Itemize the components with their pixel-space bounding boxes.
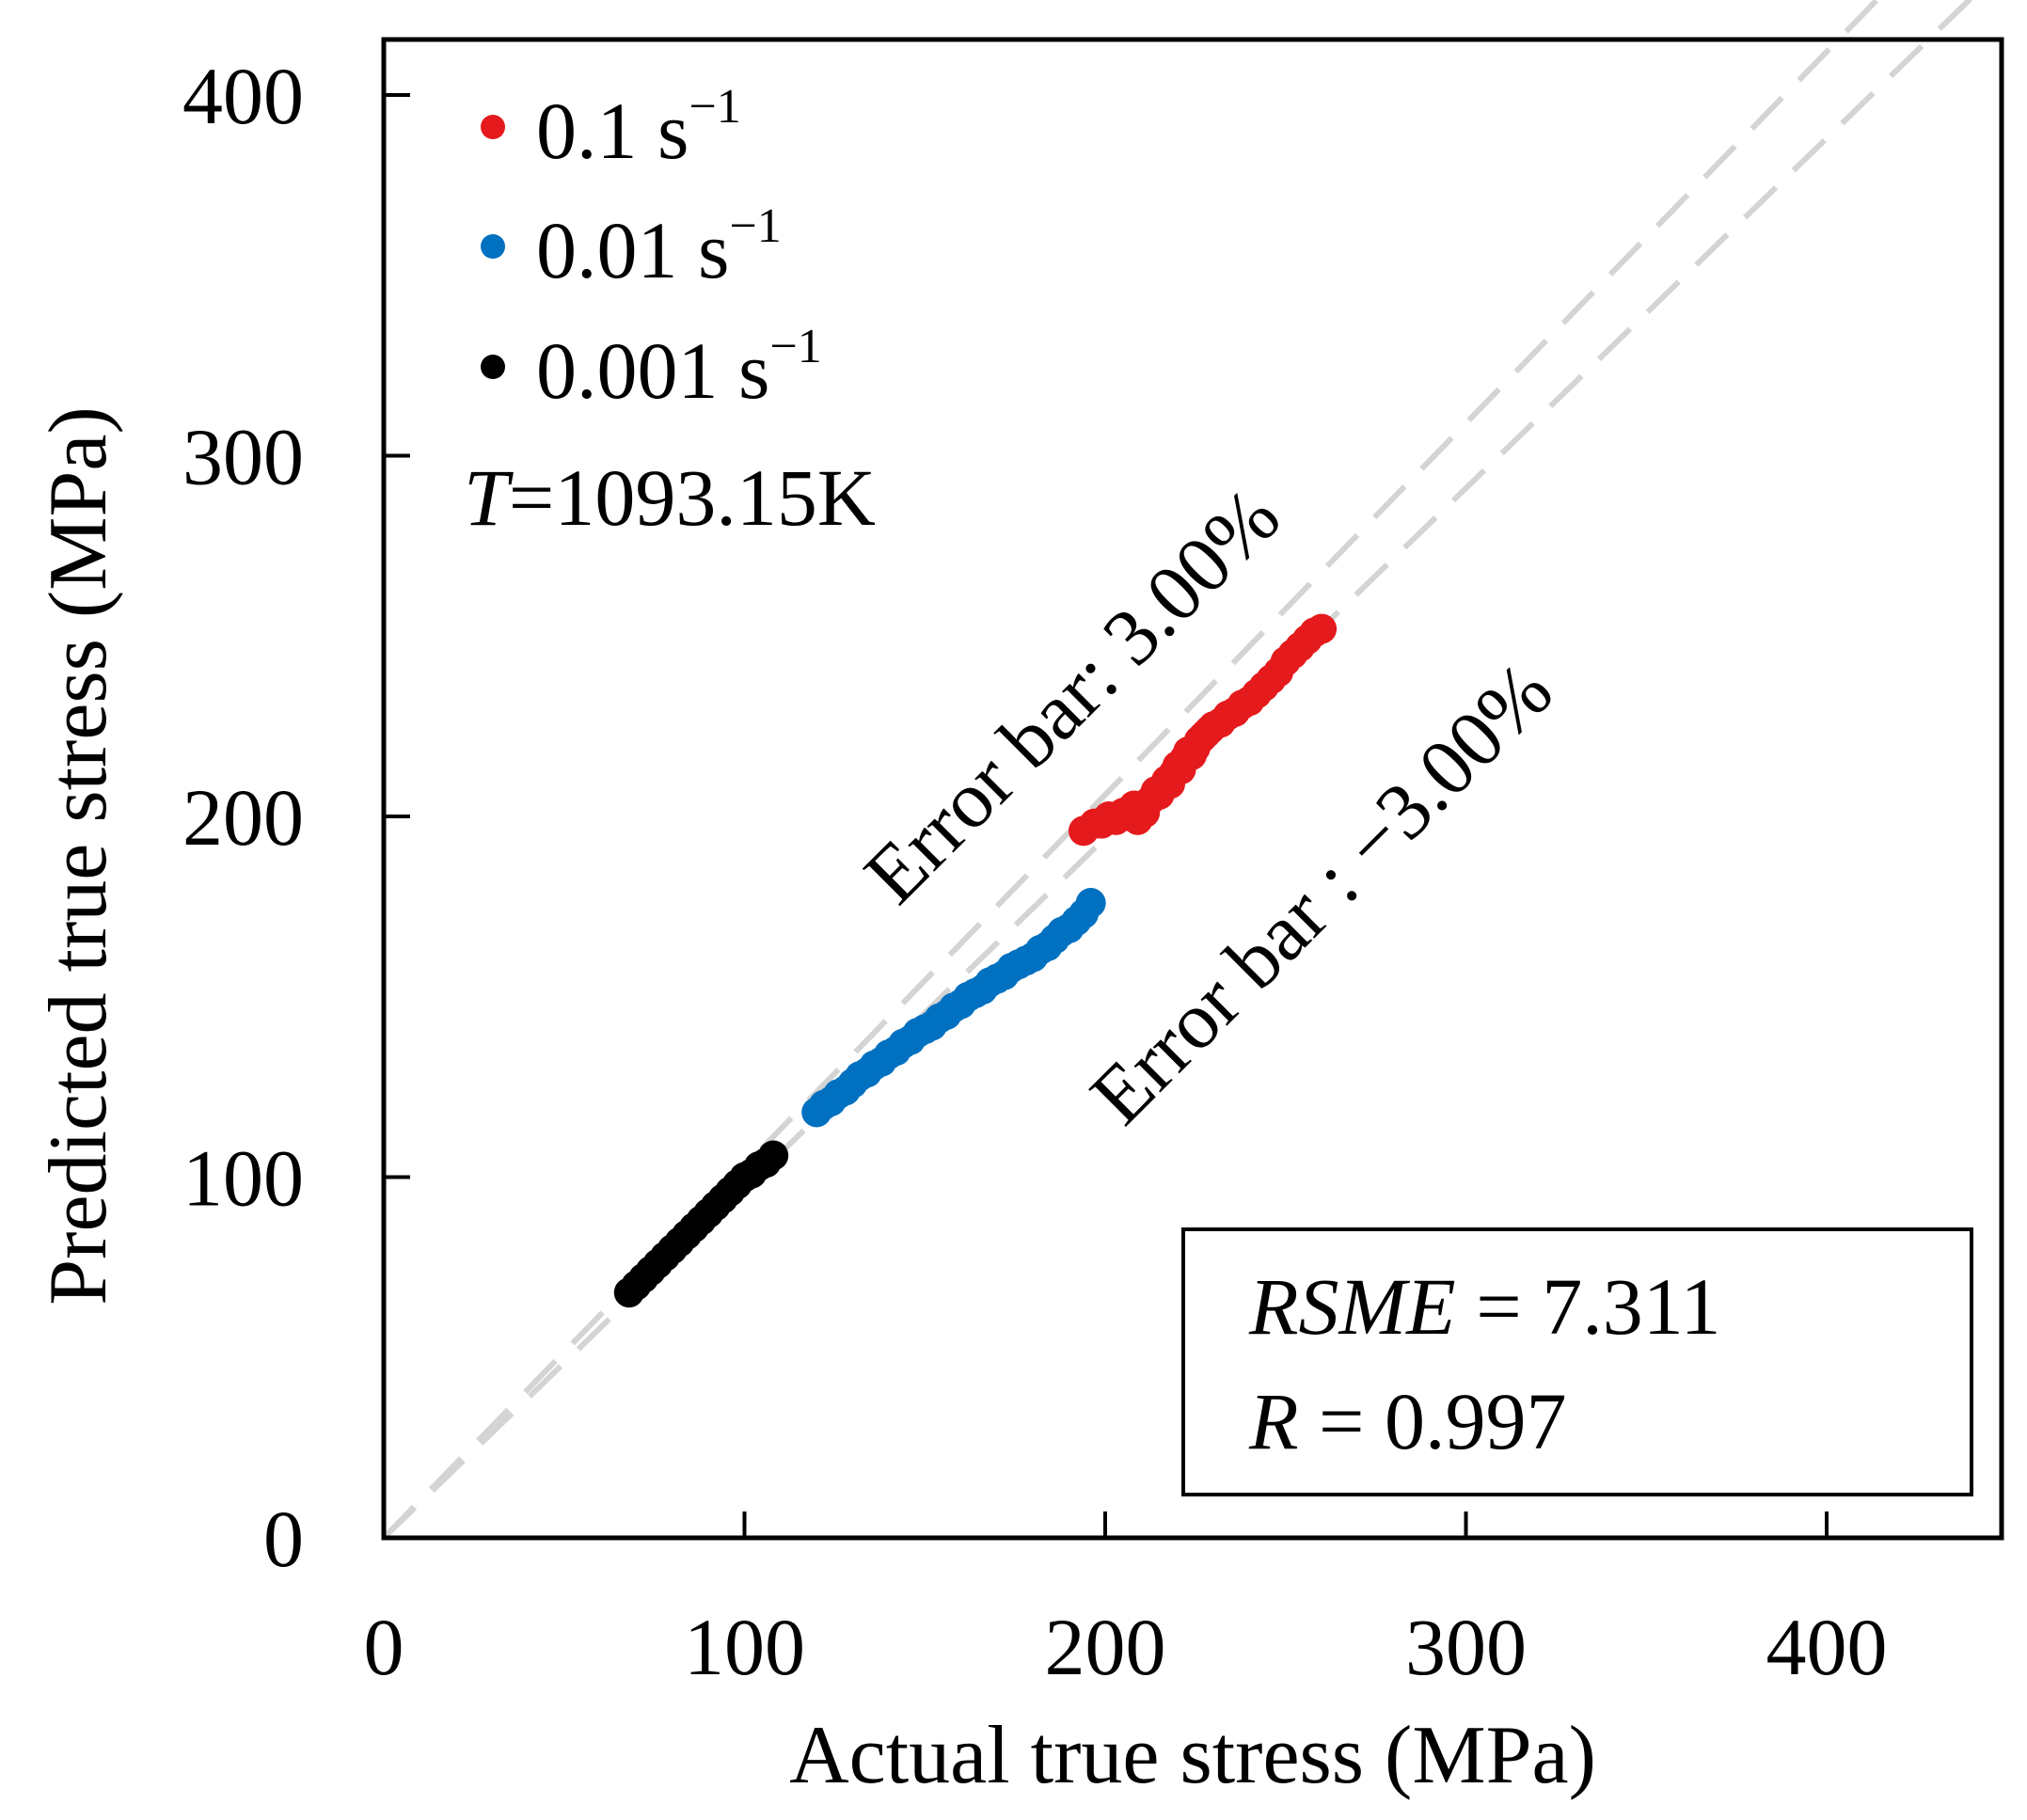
stats-box: RSME = 7.311 R = 0.997 (1181, 1227, 1973, 1496)
y-tick-label: 0 (263, 1494, 304, 1584)
x-tick-label: 100 (684, 1602, 805, 1692)
legend: 0.1 s−1 0.01 s−1 0.001 s−1 T=1093.15K (464, 80, 876, 543)
y-tick-label: 100 (182, 1133, 304, 1224)
legend-label-0.001: 0.001 s−1 (536, 320, 822, 416)
data-point-0.01 (1075, 888, 1106, 919)
legend-label-0.01: 0.01 s−1 (536, 199, 782, 295)
plot-frame (381, 37, 2004, 1541)
x-axis-title: Actual true stress (MPa) (789, 1710, 1596, 1801)
x-tick-label: 200 (1045, 1602, 1166, 1692)
legend-marker-0.1 (481, 115, 505, 139)
data-point-0.001 (758, 1140, 789, 1171)
y-tick-label: 200 (182, 772, 304, 863)
r-text: R = 0.997 (1248, 1376, 1567, 1466)
stats-box-frame (1181, 1227, 1973, 1496)
data-point-0.1 (1306, 613, 1338, 644)
axis-ticks: 0 100 200 300 400 0 100 200 300 400 (182, 51, 1888, 1692)
legend-marker-0.01 (481, 234, 505, 259)
legend-label-0.1: 0.1 s−1 (536, 80, 741, 176)
x-tick-label: 300 (1405, 1602, 1527, 1692)
y-tick-label: 300 (182, 412, 304, 502)
lower-error-bar-label: Error bar : −3.00% (1073, 645, 1570, 1142)
data-points (613, 613, 1338, 1308)
legend-marker-0.001 (481, 355, 505, 379)
temperature-label: T=1093.15K (464, 452, 876, 543)
y-tick-label: 400 (182, 51, 304, 141)
y-axis-title: Predicted true stress (MPa) (33, 406, 124, 1306)
x-tick-label: 0 (364, 1602, 404, 1692)
rsme-text: RSME = 7.311 (1248, 1261, 1721, 1352)
upper-error-bar-label: Error bar: 3.00% (847, 470, 1296, 920)
x-tick-label: 400 (1766, 1602, 1888, 1692)
